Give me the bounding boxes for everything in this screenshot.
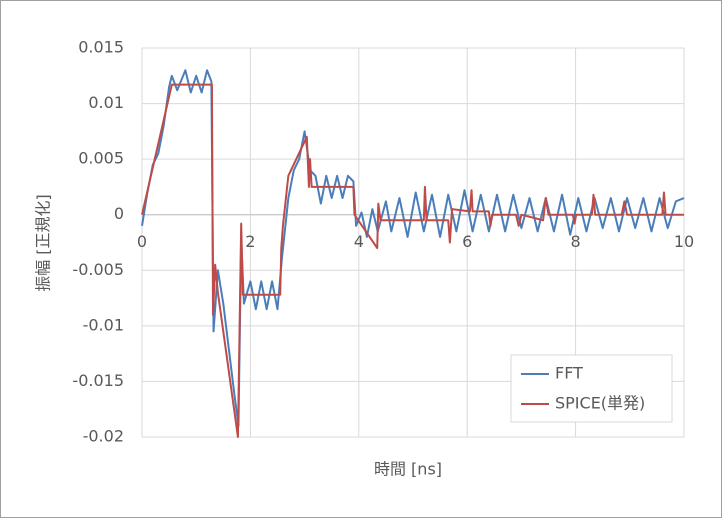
x-tick-label: 4 bbox=[354, 232, 364, 251]
y-axis-title: 振幅 [正規化] bbox=[34, 194, 53, 292]
y-tick-label: 0 bbox=[114, 204, 124, 223]
y-tick-label: 0.015 bbox=[78, 38, 124, 57]
x-tick-label: 6 bbox=[462, 232, 472, 251]
legend-label: FFT bbox=[555, 364, 583, 383]
line-series bbox=[141, 69, 685, 427]
y-tick-label: -0.01 bbox=[83, 315, 124, 334]
y-tick-label: -0.015 bbox=[72, 371, 124, 390]
line-series bbox=[141, 83, 684, 438]
legend-box bbox=[510, 354, 673, 423]
x-tick-label: 8 bbox=[571, 232, 581, 251]
x-axis-title: 時間 [ns] bbox=[374, 460, 442, 479]
y-tick-label: -0.005 bbox=[72, 260, 124, 279]
y-tick-label: -0.02 bbox=[83, 427, 124, 446]
y-tick-label: 0.01 bbox=[88, 93, 124, 112]
x-tick-label: 2 bbox=[245, 232, 255, 251]
x-tick-label: 0 bbox=[137, 232, 147, 251]
legend-label: SPICE(単発) bbox=[555, 394, 645, 413]
x-tick-label: 10 bbox=[674, 232, 694, 251]
y-tick-label: 0.005 bbox=[78, 149, 124, 168]
